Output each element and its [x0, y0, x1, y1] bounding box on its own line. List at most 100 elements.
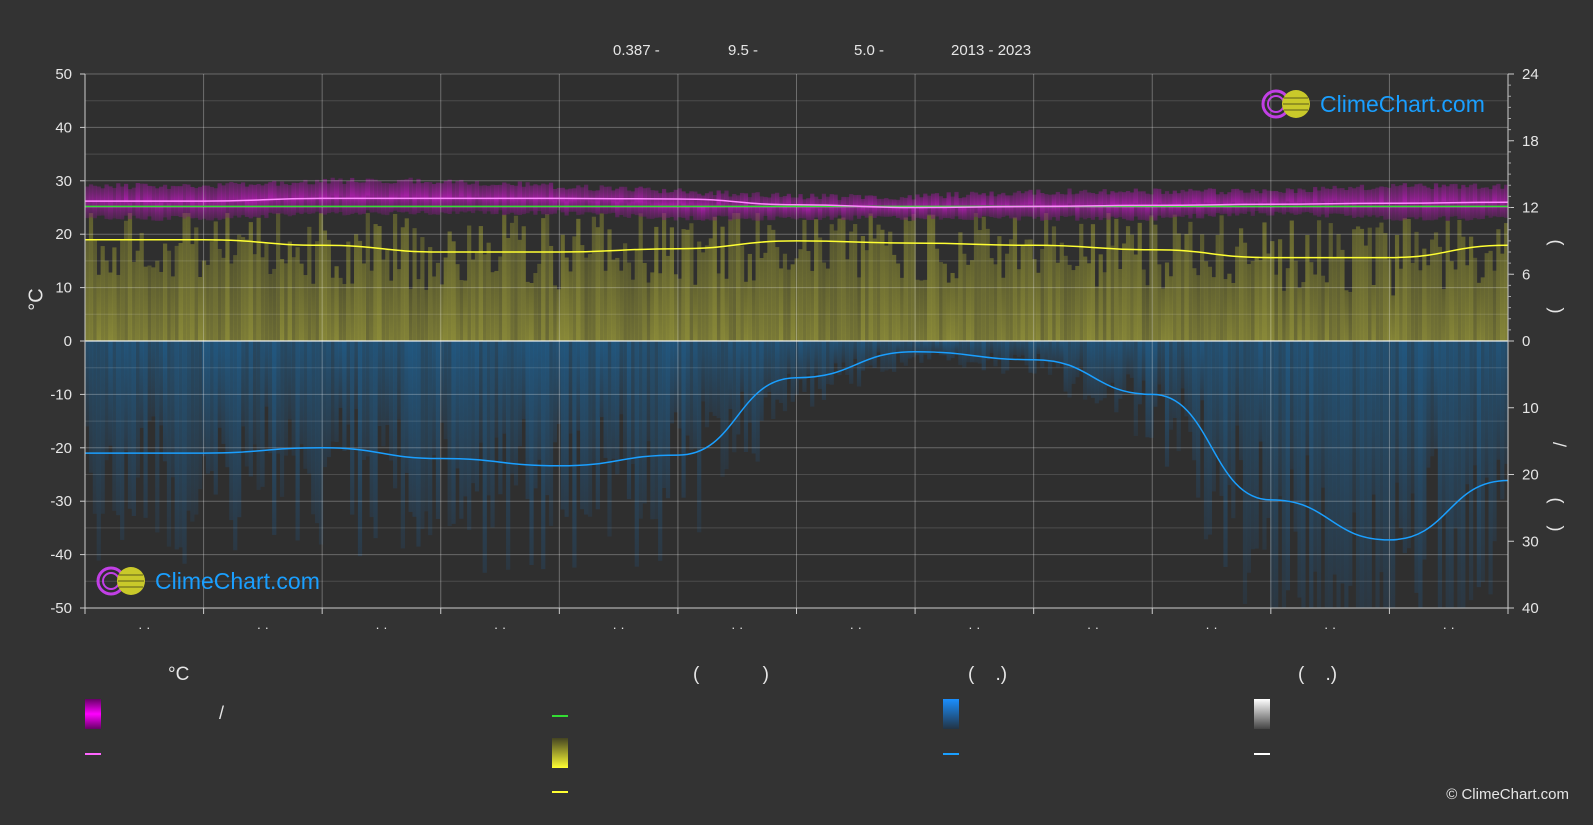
temp-day-bar: [521, 186, 526, 215]
temp-day-bar: [630, 191, 636, 215]
sunshine-day-bar: [576, 218, 581, 341]
rain-day-bar: [1402, 341, 1407, 554]
sunshine-day-bar: [498, 256, 503, 341]
sunshine-day-bar: [1453, 269, 1458, 341]
rain-day-bar: [950, 341, 955, 359]
rain-day-bar: [1375, 341, 1380, 608]
sunshine-day-bar: [1433, 232, 1439, 341]
temp-day-bar: [1472, 183, 1478, 219]
rain-day-bar: [92, 341, 97, 514]
sunshine-day-bar: [135, 250, 140, 341]
sunshine-day-bar: [1309, 262, 1314, 341]
sunshine-day-bar: [447, 231, 452, 341]
sunshine-day-bar: [1047, 245, 1053, 341]
sunshine-day-bar: [1484, 253, 1489, 341]
sunshine-day-bar: [1352, 229, 1357, 341]
sunshine-day-bar: [778, 268, 784, 341]
rain-day-bar: [170, 341, 175, 478]
rain-day-bar: [1196, 341, 1201, 498]
temp-day-bar: [700, 195, 706, 221]
sunshine-day-bar: [1200, 234, 1205, 341]
rain-day-bar: [864, 341, 869, 367]
rain-day-bar: [201, 341, 207, 457]
rain-day-bar: [1032, 341, 1037, 374]
sunshine-day-bar: [973, 213, 979, 341]
temp-day-bar: [1153, 188, 1158, 221]
rain-day-bar: [151, 341, 156, 417]
temp-day-bar: [767, 197, 772, 221]
sunshine-day-bar: [802, 219, 807, 341]
rain-day-bar: [1410, 341, 1415, 494]
rain-day-bar: [1414, 341, 1419, 593]
legend-swatch-daylight: [552, 715, 568, 717]
left-tick-label: -20: [50, 440, 72, 457]
temp-day-bar: [194, 188, 199, 219]
rain-day-bar: [1277, 341, 1283, 497]
rain-day-bar: [1379, 341, 1384, 573]
rain-day-bar: [143, 341, 148, 518]
sunshine-day-bar: [1137, 222, 1142, 341]
rain-day-bar: [299, 341, 304, 445]
rain-day-bar: [759, 341, 764, 421]
rain-day-bar: [1215, 341, 1220, 457]
sunshine-day-bar: [307, 226, 312, 341]
rain-day-bar: [634, 341, 639, 567]
temp-day-bar: [1219, 191, 1224, 215]
temp-day-bar: [490, 184, 495, 215]
sunshine-day-bar: [1301, 282, 1306, 341]
sunshine-day-bar: [490, 272, 495, 341]
rain-day-bar: [1051, 341, 1057, 363]
temp-day-bar: [607, 186, 612, 214]
rain-day-bar: [1500, 341, 1505, 500]
rain-day-bar: [977, 341, 982, 364]
temp-day-bar: [806, 198, 811, 221]
rain-day-bar: [931, 341, 936, 353]
rain-day-bar: [790, 341, 795, 402]
temp-day-bar: [615, 188, 620, 218]
rain-day-bar: [782, 341, 788, 412]
sunshine-day-bar: [1336, 234, 1341, 341]
rain-day-bar: [1465, 341, 1470, 485]
rain-day-bar: [1453, 341, 1458, 529]
rain-day-bar: [303, 341, 308, 469]
sunshine-day-bar: [584, 257, 589, 341]
rain-day-bar: [545, 341, 550, 496]
logo-top[interactable]: ClimeChart.com: [1260, 88, 1485, 120]
series-lines: [84, 197, 1509, 541]
temp-day-bar: [295, 182, 300, 213]
sunshine-day-bar: [763, 252, 768, 341]
sunshine-day-bar: [217, 248, 222, 341]
rain-day-bar: [1145, 341, 1150, 438]
legend-rain-heading: ( .): [968, 664, 1008, 685]
sunshine-day-bar: [669, 227, 674, 341]
sunshine-day-bar: [646, 282, 651, 341]
month-tick-label: · ·: [375, 620, 387, 635]
logo-bottom[interactable]: ClimeChart.com: [95, 565, 320, 597]
sunshine-day-bar: [759, 258, 764, 341]
rain-day-bar: [1008, 341, 1014, 359]
temp-mean-line: [84, 197, 1509, 209]
rain-day-bar: [463, 341, 468, 497]
temp-day-bar: [287, 185, 292, 217]
temp-day-bar: [1036, 189, 1041, 217]
rain-day-bar: [927, 341, 932, 360]
rain-day-bar: [1316, 341, 1322, 608]
rain-day-bar: [732, 341, 737, 453]
rain-day-bar: [681, 341, 686, 498]
rain-day-bar: [568, 341, 573, 434]
temp-day-bar: [899, 197, 905, 220]
month-tick-label: · ·: [850, 620, 862, 635]
rain-day-bar: [256, 341, 261, 490]
sunshine-day-bar: [1223, 279, 1228, 341]
rain-day-bar: [841, 341, 846, 363]
temp-day-bar: [1083, 189, 1088, 220]
rain-day-bar: [1469, 341, 1474, 601]
sunshine-day-bar: [100, 246, 105, 341]
sunshine-day-bar: [1090, 224, 1096, 341]
temp-day-bar: [794, 197, 799, 220]
rain-day-bar: [1164, 341, 1170, 467]
rain-day-bar: [958, 341, 963, 366]
rain-day-bar: [969, 341, 975, 363]
rain-day-bar: [209, 341, 214, 472]
temp-day-bar: [1250, 189, 1255, 216]
